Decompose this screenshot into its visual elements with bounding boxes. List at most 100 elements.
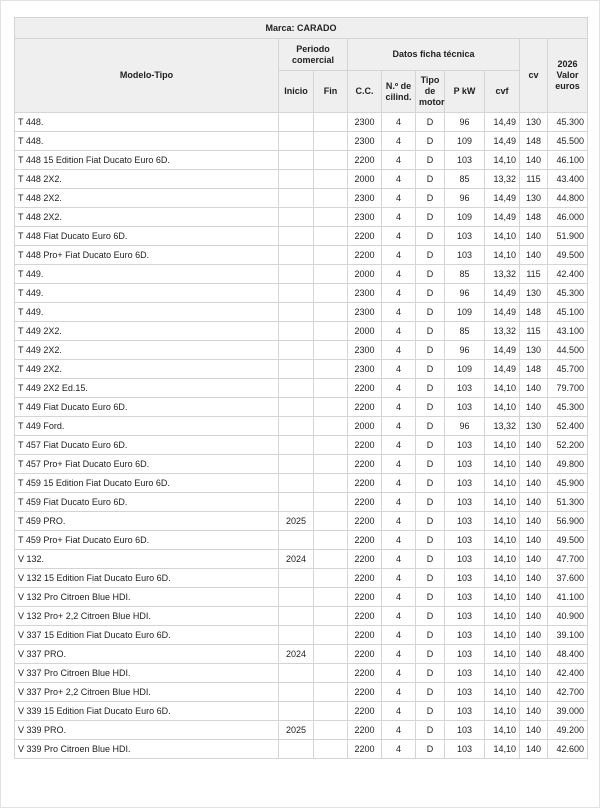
val-cell: 42.400 bbox=[546, 663, 589, 683]
table-row: T 449 2X2. 2300 4 D 96 14,49 130 44.500 bbox=[14, 340, 589, 360]
end-cell bbox=[313, 131, 348, 151]
cc-cell: 2200 bbox=[347, 644, 382, 664]
engine-type-cell: D bbox=[415, 397, 445, 417]
val-cell: 45.900 bbox=[546, 473, 589, 493]
cc-cell: 2200 bbox=[347, 568, 382, 588]
cv-cell: 140 bbox=[519, 454, 548, 474]
cylinders-cell: 4 bbox=[381, 568, 416, 588]
val-cell: 43.400 bbox=[546, 169, 589, 189]
engine-type-cell: D bbox=[415, 739, 445, 759]
table-row: T 449 Ford. 2000 4 D 96 13,32 130 52.400 bbox=[14, 416, 589, 436]
table-row: V 339 15 Edition Fiat Ducato Euro 6D. 220… bbox=[14, 701, 589, 721]
pkw-cell: 103 bbox=[444, 150, 485, 170]
model-cell: V 337 15 Edition Fiat Ducato Euro 6D. bbox=[14, 625, 279, 645]
start-cell bbox=[278, 492, 314, 512]
engine-type-cell: D bbox=[415, 435, 445, 455]
pkw-cell: 96 bbox=[444, 112, 485, 132]
engine-type-cell: D bbox=[415, 207, 445, 227]
start-cell bbox=[278, 131, 314, 151]
cc-cell: 2000 bbox=[347, 169, 382, 189]
val-cell: 49.500 bbox=[546, 245, 589, 265]
model-type-header: Modelo-Tipo bbox=[14, 38, 279, 113]
start-cell: 2025 bbox=[278, 720, 314, 740]
start-cell bbox=[278, 454, 314, 474]
cylinders-cell: 4 bbox=[381, 606, 416, 626]
engine-type-cell: D bbox=[415, 663, 445, 683]
cv-cell: 140 bbox=[519, 720, 548, 740]
cylinders-cell: 4 bbox=[381, 283, 416, 303]
cvf-cell: 14,10 bbox=[484, 245, 520, 265]
end-cell bbox=[313, 112, 348, 132]
end-cell bbox=[313, 340, 348, 360]
cv-cell: 130 bbox=[519, 416, 548, 436]
cvf-cell: 14,10 bbox=[484, 435, 520, 455]
model-cell: T 448. bbox=[14, 131, 279, 151]
start-cell bbox=[278, 188, 314, 208]
cylinders-cell: 4 bbox=[381, 454, 416, 474]
cylinders-cell: 4 bbox=[381, 511, 416, 531]
commercial-period-header: Periodo comercial bbox=[278, 38, 348, 71]
val-cell: 44.800 bbox=[546, 188, 589, 208]
val-cell: 42.400 bbox=[546, 264, 589, 284]
cc-cell: 2300 bbox=[347, 359, 382, 379]
engine-type-cell: D bbox=[415, 473, 445, 493]
cylinders-cell: 4 bbox=[381, 150, 416, 170]
end-cell bbox=[313, 150, 348, 170]
brand-header: Marca: CARADO bbox=[13, 17, 589, 39]
cvf-cell: 14,49 bbox=[484, 207, 520, 227]
pkw-cell: 85 bbox=[444, 169, 485, 189]
val-cell: 44.500 bbox=[546, 340, 589, 360]
cv-cell: 130 bbox=[519, 340, 548, 360]
cv-cell: 140 bbox=[519, 378, 548, 398]
cvf-cell: 14,10 bbox=[484, 701, 520, 721]
cvf-cell: 14,10 bbox=[484, 530, 520, 550]
start-cell bbox=[278, 397, 314, 417]
model-cell: V 339 PRO. bbox=[14, 720, 279, 740]
cvf-cell: 14,10 bbox=[484, 150, 520, 170]
model-cell: T 449 Ford. bbox=[14, 416, 279, 436]
cylinders-cell: 4 bbox=[381, 530, 416, 550]
table-row: T 457 Fiat Ducato Euro 6D. 2200 4 D 103 14,10… bbox=[14, 435, 589, 455]
start-cell bbox=[278, 207, 314, 227]
engine-type-cell: D bbox=[415, 606, 445, 626]
cvf-cell: 14,10 bbox=[484, 720, 520, 740]
table-row: V 132 15 Edition Fiat Ducato Euro 6D. 220… bbox=[14, 568, 589, 588]
model-cell: T 459 Fiat Ducato Euro 6D. bbox=[14, 492, 279, 512]
cylinders-cell: 4 bbox=[381, 435, 416, 455]
cc-cell: 2200 bbox=[347, 549, 382, 569]
cvf-cell: 14,10 bbox=[484, 682, 520, 702]
cylinders-cell: 4 bbox=[381, 188, 416, 208]
start-cell bbox=[278, 283, 314, 303]
model-cell: T 459 Pro+ Fiat Ducato Euro 6D. bbox=[14, 530, 279, 550]
model-cell: T 449 2X2. bbox=[14, 359, 279, 379]
table-row: T 449 2X2. 2000 4 D 85 13,32 115 43.100 bbox=[14, 321, 589, 341]
model-cell: T 449 Fiat Ducato Euro 6D. bbox=[14, 397, 279, 417]
table-row: T 449. 2300 4 D 96 14,49 130 45.300 bbox=[14, 283, 589, 303]
cvf-cell: 14,49 bbox=[484, 302, 520, 322]
cylinders-cell: 4 bbox=[381, 340, 416, 360]
val-cell: 37.600 bbox=[546, 568, 589, 588]
pkw-cell: 103 bbox=[444, 720, 485, 740]
pkw-cell: 103 bbox=[444, 682, 485, 702]
val-cell: 45.300 bbox=[546, 283, 589, 303]
cv-cell: 140 bbox=[519, 701, 548, 721]
vehicle-value-table: Marca: CARADO Modelo-Tipo Periodo comerc… bbox=[13, 17, 589, 759]
engine-type-cell: D bbox=[415, 302, 445, 322]
end-cell bbox=[313, 283, 348, 303]
cv-cell: 148 bbox=[519, 302, 548, 322]
cvf-cell: 14,10 bbox=[484, 473, 520, 493]
cc-cell: 2200 bbox=[347, 511, 382, 531]
cv-cell: 140 bbox=[519, 245, 548, 265]
table-row: T 459 15 Edition Fiat Ducato Euro 6D. 220… bbox=[14, 473, 589, 493]
cvf-cell: 14,49 bbox=[484, 188, 520, 208]
table-body: T 448. 2300 4 D 96 14,49 130 45.300 T 448. 2300 4 D… bbox=[14, 112, 589, 759]
cv-cell: 140 bbox=[519, 492, 548, 512]
start-cell bbox=[278, 682, 314, 702]
start-cell bbox=[278, 473, 314, 493]
cc-cell: 2300 bbox=[347, 188, 382, 208]
cc-cell: 2200 bbox=[347, 663, 382, 683]
val-cell: 39.100 bbox=[546, 625, 589, 645]
cc-cell: 2300 bbox=[347, 283, 382, 303]
engine-type-cell: D bbox=[415, 568, 445, 588]
end-cell bbox=[313, 416, 348, 436]
